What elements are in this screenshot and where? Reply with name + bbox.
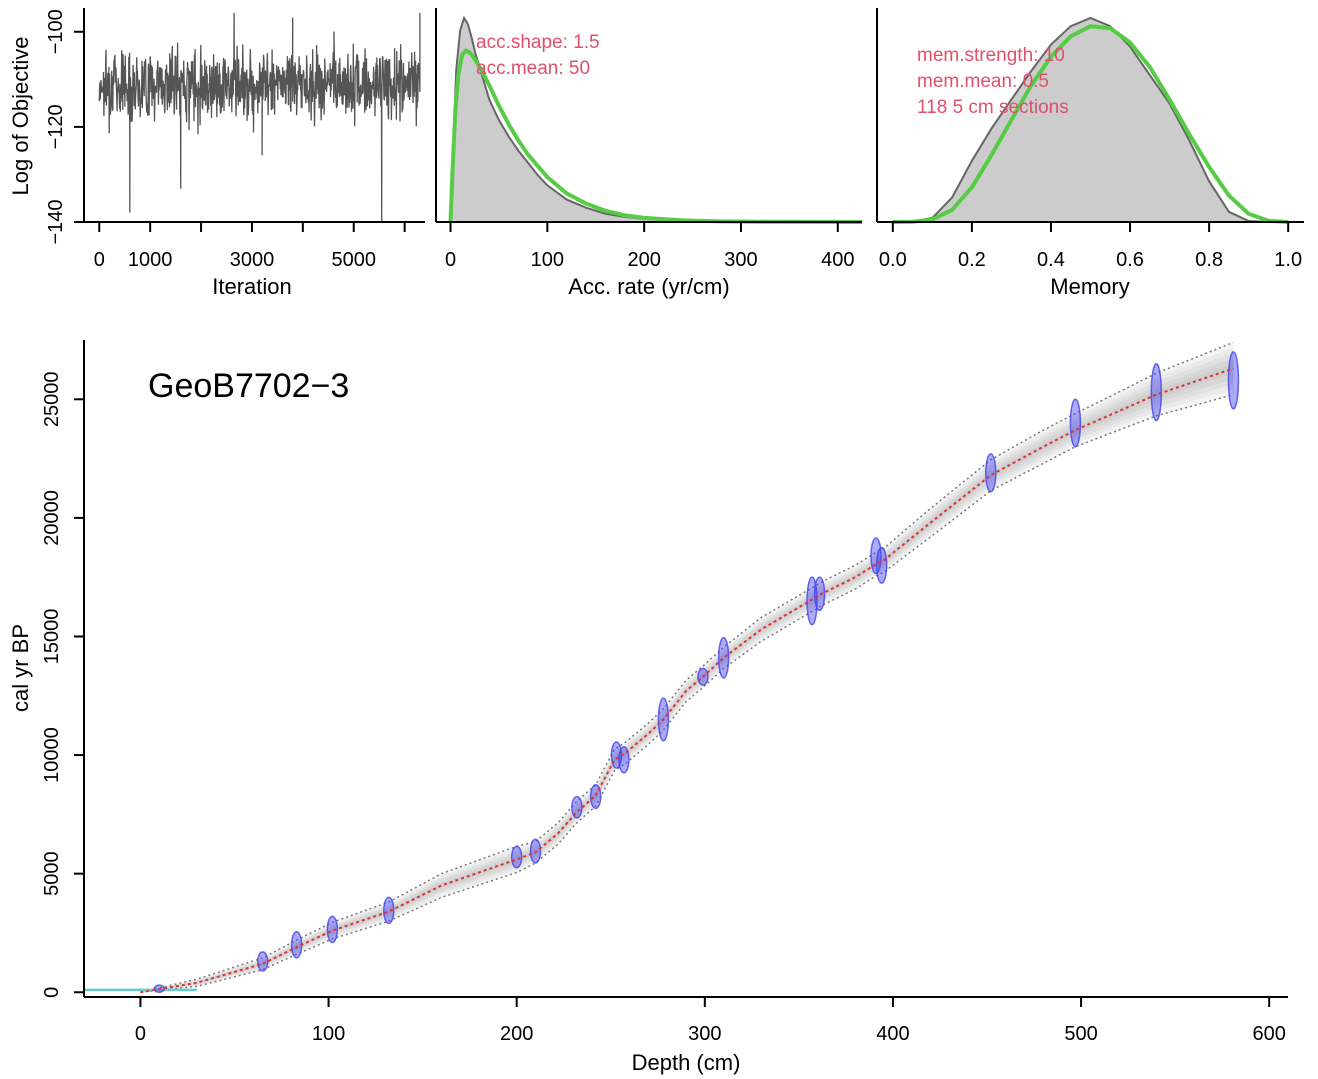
age-depth-panel: 0 100 200 300 400 500 600 0 5000 10000 15000 20000…: [8, 340, 1288, 1075]
x-tick-label: 5000: [331, 249, 376, 271]
x-tick-label: 0.8: [1195, 249, 1223, 271]
memory-panel: 0.0 0.2 0.4 0.6 0.8 1.0 Memory mem.strength: …: [876, 8, 1304, 299]
y-tick-label: 15000: [41, 609, 63, 665]
x-tick-label: 0.6: [1116, 249, 1144, 271]
dated-level: [618, 746, 630, 774]
dated-level: [985, 453, 997, 493]
model-envelope: [140, 347, 1234, 993]
x-tick-label: 1000: [128, 249, 173, 271]
envelope-bound: [140, 341, 1234, 994]
prior-line: [892, 24, 1289, 224]
x-tick-label: 100: [531, 249, 564, 271]
model-envelope: [140, 342, 1234, 993]
iteration-y-label: Log of Objective: [8, 37, 33, 196]
x-tick-label: 100: [312, 1023, 345, 1045]
iteration-x-label: Iteration: [212, 274, 292, 299]
x-tick-label: 1.0: [1274, 249, 1302, 271]
dated-level: [383, 896, 395, 925]
x-tick-label: 200: [500, 1023, 533, 1045]
x-tick-label: 600: [1253, 1023, 1286, 1045]
dated-level: [571, 795, 583, 819]
x-tick-label: 200: [627, 249, 660, 271]
dated-level: [1150, 362, 1163, 422]
iteration-y-ticks: −140 −120 −100: [45, 9, 84, 245]
acc-mean-annotation: acc.mean: 50: [476, 58, 590, 79]
y-tick-label: −100: [45, 9, 67, 54]
dated-level: [290, 931, 303, 959]
y-tick-label: 5000: [41, 851, 63, 896]
prior-line: [448, 48, 863, 224]
x-tick-label: 0.0: [879, 249, 907, 271]
x-tick-label: 400: [876, 1023, 909, 1045]
dated-level: [326, 915, 339, 944]
x-tick-label: 500: [1064, 1023, 1097, 1045]
x-tick-label: 0: [135, 1023, 146, 1045]
age-depth-y-ticks: 0 5000 10000 15000 20000 25000: [41, 371, 84, 998]
dated-level: [717, 636, 730, 679]
acc-rate-panel: 0 100 200 300 400 Acc. rate (yr/cm) acc.shap…: [435, 8, 863, 299]
model-envelope: [140, 363, 1234, 993]
dated-level: [510, 845, 523, 869]
x-tick-label: 0: [94, 249, 105, 271]
acc-shape-annotation: acc.shape: 1.5: [476, 32, 600, 53]
x-tick-label: 0.2: [958, 249, 986, 271]
y-tick-label: −140: [45, 199, 67, 244]
core-title: GeoB7702−3: [148, 367, 349, 405]
memory-x-ticks: 0.0 0.2 0.4 0.6 0.8 1.0: [879, 222, 1302, 271]
model-envelope: [140, 352, 1234, 993]
dated-level: [1069, 398, 1082, 448]
y-tick-label: 0: [41, 987, 63, 998]
x-tick-label: 300: [688, 1023, 721, 1045]
dated-level: [875, 546, 888, 584]
sections-annotation: 118 5 cm sections: [917, 97, 1069, 118]
envelope-bound: [140, 393, 1234, 994]
x-tick-label: 3000: [230, 249, 275, 271]
memory-x-label: Memory: [1050, 274, 1129, 299]
iteration-panel: 0 1000 3000 5000 −140 −120 −100 Iteration Log…: [8, 8, 425, 299]
model-envelope: [140, 358, 1234, 993]
age-depth-y-label: cal yr BP: [8, 624, 33, 712]
mem-mean-annotation: mem.mean: 0.5: [917, 71, 1049, 92]
age-depth-plot: [84, 341, 1240, 994]
acc-rate-x-ticks: 0 100 200 300 400: [445, 222, 854, 271]
age-depth-x-ticks: 0 100 200 300 400 500 600: [135, 997, 1286, 1045]
age-depth-x-label: Depth (cm): [632, 1050, 741, 1075]
y-tick-label: 25000: [41, 371, 63, 427]
iteration-trace: [98, 12, 421, 223]
y-tick-label: −120: [45, 104, 67, 149]
mem-strength-annotation: mem.strength: 10: [917, 45, 1065, 66]
iteration-x-ticks: 0 1000 3000 5000: [94, 222, 406, 271]
x-tick-label: 0: [445, 249, 456, 271]
acc-rate-x-label: Acc. rate (yr/cm): [568, 274, 729, 299]
dated-level: [589, 783, 602, 810]
dated-level: [1227, 351, 1240, 410]
x-tick-label: 300: [724, 249, 757, 271]
trace-line: [98, 12, 421, 223]
x-tick-label: 0.4: [1037, 249, 1065, 271]
x-tick-label: 400: [821, 249, 854, 271]
y-tick-label: 10000: [41, 727, 63, 783]
median-line: [140, 367, 1234, 994]
dated-level: [256, 951, 269, 972]
y-tick-label: 20000: [41, 490, 63, 546]
dated-level: [813, 576, 826, 612]
